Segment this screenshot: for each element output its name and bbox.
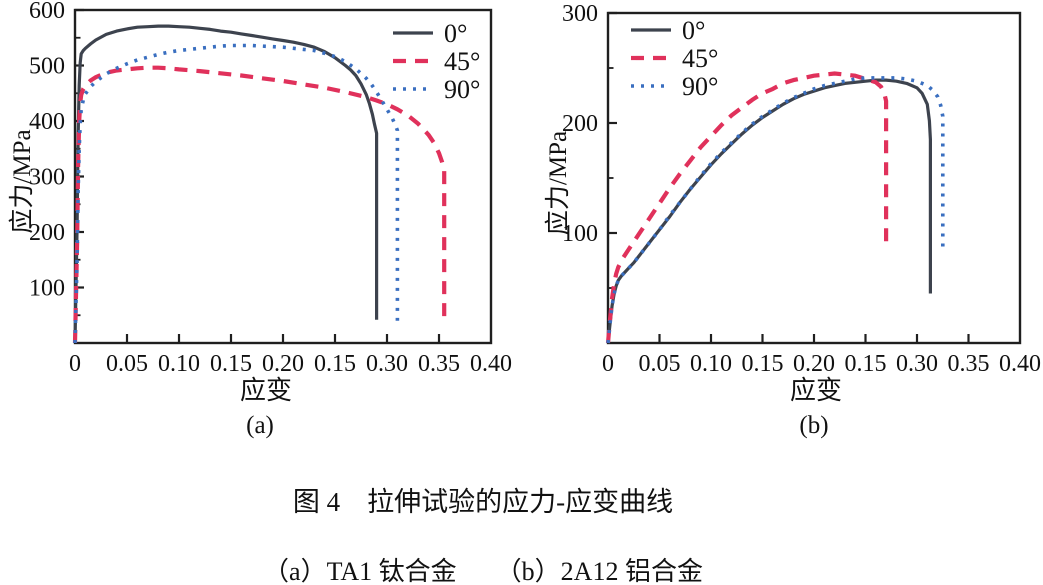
legend-label: 90° <box>682 72 718 101</box>
x-tick-label: 0.15 <box>314 351 356 377</box>
y-axis-title: 应力/MPa <box>8 129 36 233</box>
y-tick-label: 200 <box>29 220 65 246</box>
x-tick-label: 0.40 <box>470 351 512 377</box>
plot-frame <box>73 8 493 345</box>
figure-caption: 图 4 拉伸试验的应力-应变曲线 （a）TA1 钛合金 （b）2A12 铝合金 … <box>0 449 966 585</box>
chart-b: 0 0.05 0.10 0.15 0.20 0.15 0.30 0.35 0.40 100 200 3… <box>544 1 1041 439</box>
panel-sublabel: (b) <box>799 412 828 439</box>
x-tick-label: 0.15 <box>742 351 784 377</box>
y-tick-label: 200 <box>562 111 598 137</box>
x-tick-label: 0.30 <box>366 351 408 377</box>
legend-label: 90° <box>444 75 480 104</box>
x-tick-label: 0.05 <box>106 351 148 377</box>
x-tick-label: 0.30 <box>896 351 938 377</box>
series-solid-curve <box>606 78 933 344</box>
x-tick-label: 0.20 <box>793 351 835 377</box>
y-tick-label: 600 <box>29 0 65 24</box>
y-tick-label: 400 <box>29 109 65 135</box>
x-tick-label: 0.15 <box>845 351 887 377</box>
legend-label: 0° <box>444 19 467 48</box>
x-tick-label: 0.40 <box>999 351 1041 377</box>
y-tick-label: 500 <box>29 54 65 80</box>
panel-sublabel: (a) <box>246 412 274 439</box>
stress-strain-figure: 0 0.05 0.10 0.15 0.20 0.15 0.30 0.35 0.40 100 200 3… <box>8 0 1041 439</box>
legend-label: 45° <box>444 47 480 76</box>
series-dashed-curve <box>605 71 889 344</box>
y-tick-label: 100 <box>562 221 598 247</box>
x-axis-title: 应变 <box>790 376 842 405</box>
x-tick-label: 0.10 <box>158 351 200 377</box>
x-tick-label: 0.10 <box>690 351 732 377</box>
legend-label: 0° <box>682 16 705 45</box>
x-tick-label: 0.05 <box>639 351 681 377</box>
x-tick-label: 0.35 <box>948 351 990 377</box>
plot-frame <box>606 11 1022 345</box>
x-tick-label: 0.35 <box>418 351 460 377</box>
series-solid-curve <box>73 24 379 344</box>
series-dotted-curve <box>73 43 400 344</box>
caption-zh-sub: （a）TA1 钛合金 （b）2A12 铝合金 <box>263 557 703 585</box>
y-tick-label: 300 <box>29 165 65 191</box>
x-tick-label: 0 <box>602 351 614 377</box>
y-tick-label: 100 <box>29 276 65 302</box>
chart-a: 0 0.05 0.10 0.15 0.20 0.15 0.30 0.35 0.40 100 200 3… <box>8 0 512 439</box>
y-axis-title: 应力/MPa <box>544 131 572 235</box>
series-dotted-curve <box>606 76 945 344</box>
x-axis-title: 应变 <box>240 376 292 405</box>
y-tick-label: 300 <box>562 1 598 27</box>
x-tick-label: 0.15 <box>210 351 252 377</box>
series-dashed-curve <box>72 65 447 344</box>
caption-zh-title: 图 4 拉伸试验的应力-应变曲线 <box>292 487 674 517</box>
x-tick-label: 0.20 <box>262 351 304 377</box>
x-tick-label: 0 <box>69 351 81 377</box>
legend-label: 45° <box>682 44 718 73</box>
